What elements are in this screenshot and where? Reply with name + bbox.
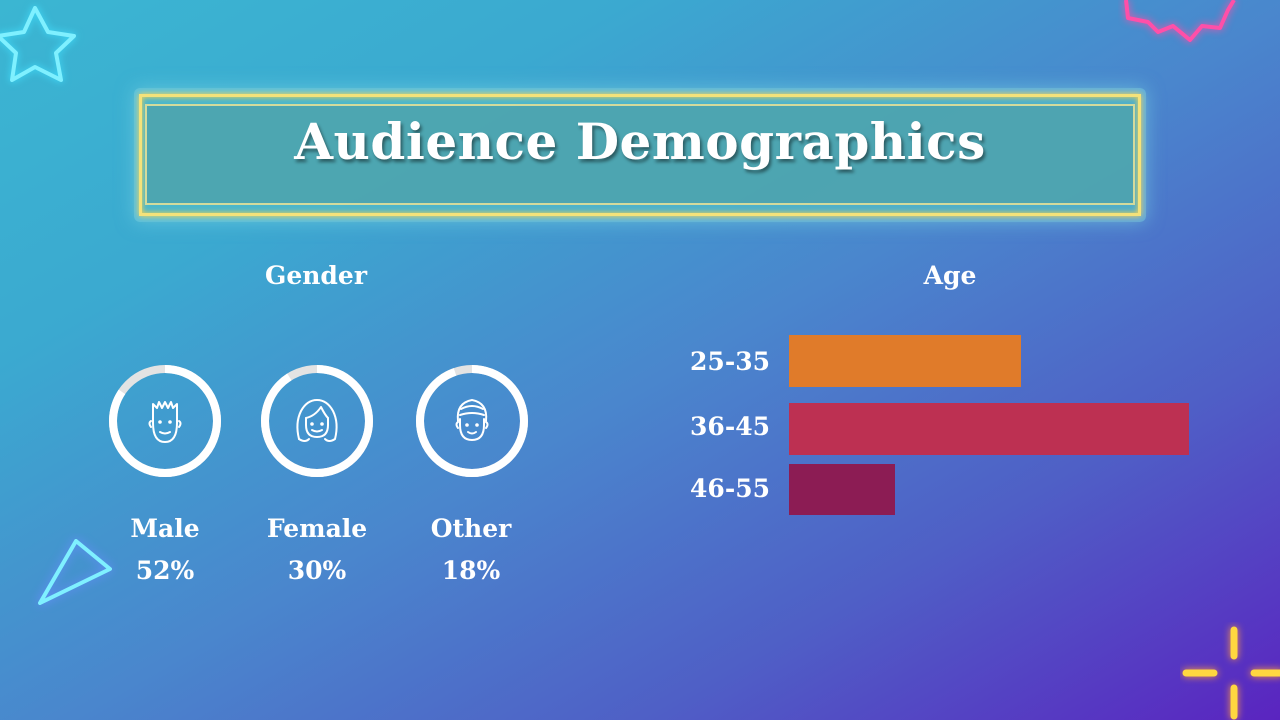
age-label-36-45: 36-45	[690, 412, 770, 441]
gender-label-male: Male	[130, 514, 200, 543]
gender-value-other: 18%	[441, 556, 501, 585]
gender-ring-svg	[416, 365, 528, 477]
age-heading: Age	[923, 261, 977, 290]
title-frame-inner	[145, 104, 1135, 205]
gender-value-female: 30%	[287, 556, 347, 585]
age-bar-46-55	[789, 464, 895, 515]
gender-label-other: Other	[430, 514, 512, 543]
gender-value-male: 52%	[135, 556, 195, 585]
gender-ring-female	[259, 363, 375, 479]
age-bar-36-45	[789, 403, 1189, 455]
gender-ring-svg	[261, 365, 373, 477]
neon-triangle-icon	[38, 539, 112, 605]
gender-ring-male	[107, 363, 223, 479]
neon-sparkle-icon	[1182, 626, 1280, 720]
page-title: Audience Demographics	[294, 112, 986, 171]
age-bar-25-35	[789, 335, 1021, 387]
gender-ring-other	[414, 363, 530, 479]
neon-burst-icon	[1124, 0, 1236, 42]
gender-ring-svg	[109, 365, 221, 477]
age-label-25-35: 25-35	[690, 347, 770, 376]
male-face-icon	[148, 401, 182, 443]
gender-heading: Gender	[265, 261, 367, 290]
female-face-icon	[296, 399, 338, 442]
neon-star-icon	[0, 6, 76, 82]
other-face-icon	[455, 399, 489, 441]
age-label-46-55: 46-55	[690, 474, 770, 503]
gender-label-female: Female	[266, 514, 368, 543]
